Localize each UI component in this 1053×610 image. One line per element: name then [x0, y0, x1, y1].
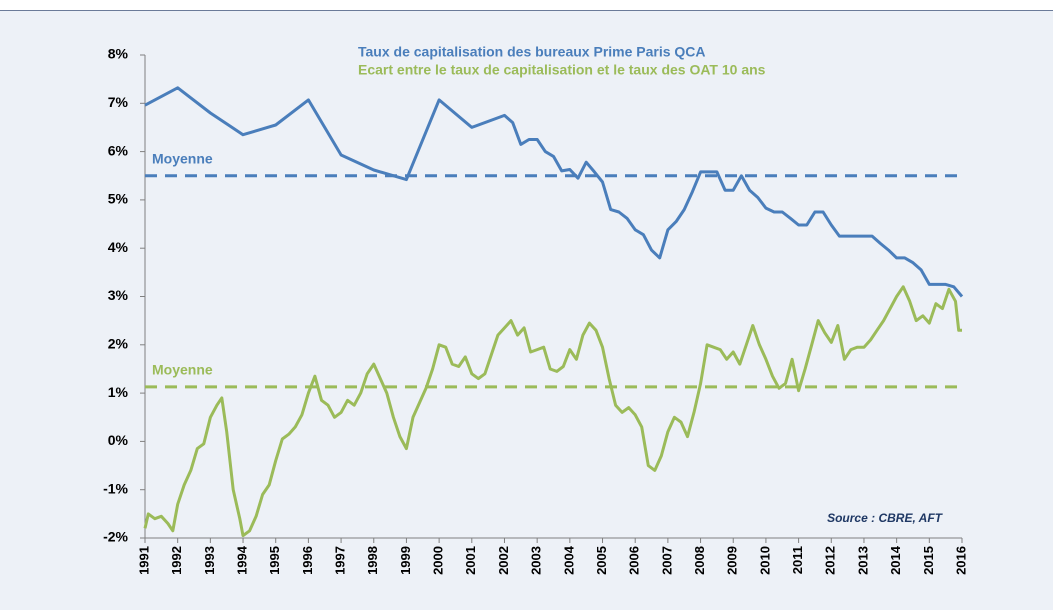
- x-tick-label: 2012: [823, 546, 838, 575]
- x-tick-label: 1991: [136, 546, 151, 575]
- legend-entry: Ecart entre le taux de capitalisation et…: [358, 62, 766, 78]
- x-tick-label: 2013: [855, 546, 870, 575]
- y-tick-label: 7%: [108, 94, 129, 110]
- x-tick-label: 2003: [529, 546, 544, 575]
- x-tick-label: 2014: [888, 545, 903, 575]
- x-tick-label: 1995: [267, 546, 282, 575]
- y-tick-label: 6%: [108, 142, 129, 158]
- average-label: Moyenne: [152, 362, 213, 378]
- x-tick-label: 1999: [398, 546, 413, 575]
- y-tick-label: 5%: [108, 191, 129, 207]
- y-tick-label: 2%: [108, 336, 129, 352]
- x-tick-label: 2015: [921, 546, 936, 575]
- x-tick-label: 1992: [169, 546, 184, 575]
- x-tick-label: 2004: [561, 545, 576, 575]
- average-label: Moyenne: [152, 150, 213, 166]
- x-tick-label: 2009: [725, 546, 740, 575]
- y-tick-label: -2%: [103, 529, 128, 545]
- x-tick-label: 2002: [496, 546, 511, 575]
- x-tick-label: 1994: [234, 545, 249, 575]
- x-tick-label: 1993: [202, 546, 217, 575]
- x-tick-label: 2016: [953, 546, 968, 575]
- legend-entry: Taux de capitalisation des bureaux Prime…: [358, 44, 706, 60]
- x-tick-label: 2000: [431, 546, 446, 575]
- y-tick-label: 3%: [108, 287, 129, 303]
- y-tick-label: 1%: [108, 384, 129, 400]
- x-tick-label: 1996: [300, 546, 315, 575]
- x-tick-label: 2005: [594, 546, 609, 575]
- y-tick-label: -1%: [103, 480, 128, 496]
- x-tick-label: 2011: [790, 546, 805, 574]
- x-tick-label: 2007: [659, 546, 674, 575]
- source-note: Source : CBRE, AFT: [827, 511, 944, 525]
- series-line: [144, 86, 964, 298]
- y-tick-label: 4%: [108, 239, 129, 255]
- x-tick-label: 2006: [627, 546, 642, 575]
- x-tick-label: 2001: [463, 546, 478, 575]
- x-tick-label: 1998: [365, 546, 380, 575]
- y-tick-label: 8%: [108, 46, 129, 62]
- x-tick-label: 1997: [333, 546, 348, 575]
- x-tick-label: 2010: [757, 546, 772, 575]
- series-line: [143, 285, 962, 538]
- y-tick-label: 0%: [108, 432, 129, 448]
- x-tick-label: 2008: [692, 546, 707, 575]
